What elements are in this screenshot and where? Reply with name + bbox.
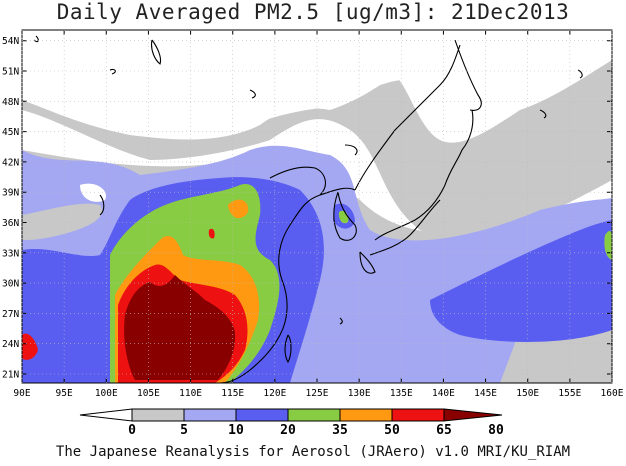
lon-tick-label: 105E: [137, 388, 160, 399]
lon-tick-label: 100E: [95, 388, 118, 399]
lon-tick-label: 110E: [179, 388, 202, 399]
colorbar-segment: [235, 408, 289, 422]
colorbar-segment: [391, 408, 445, 422]
latitude-axis: 21N 24N 27N 30N 33N 36N 39N 42N 45N 48N 51N 54N: [2, 36, 612, 381]
colorbar-segment: [131, 408, 185, 422]
contour-80: [124, 275, 236, 380]
colorbar-over-arrow: [443, 408, 503, 422]
colorbar-tick-label: 5: [180, 423, 188, 438]
lat-tick-label: 30N: [2, 279, 19, 290]
lat-tick-label: 24N: [2, 339, 19, 350]
lat-tick-label: 54N: [2, 36, 19, 47]
colorbar-segment: [287, 408, 341, 422]
lat-tick-label: 45N: [2, 127, 19, 138]
colorbar-tick-label: 50: [384, 423, 400, 438]
lon-tick-label: 115E: [221, 388, 244, 399]
colorbar-tick-label: 35: [332, 423, 348, 438]
lat-tick-label: 48N: [2, 97, 19, 108]
footer-credit: The Japanese Reanalysis for Aerosol (JRA…: [55, 444, 571, 460]
lat-tick-label: 42N: [2, 157, 19, 168]
contour-5: [22, 60, 612, 237]
lat-tick-label: 51N: [2, 67, 19, 78]
lat-tick-label: 33N: [2, 248, 19, 259]
lat-tick-label: 27N: [2, 309, 19, 320]
lon-tick-label: 130E: [348, 388, 371, 399]
lon-tick-label: 95E: [56, 388, 73, 399]
lon-tick-label: 125E: [306, 388, 329, 399]
colorbar-segment: [339, 408, 393, 422]
lon-tick-label: 135E: [390, 388, 413, 399]
lat-tick-label: 39N: [2, 188, 19, 199]
lon-tick-label: 150E: [516, 388, 539, 399]
lon-tick-label: 160E: [601, 388, 624, 399]
lon-tick-label: 140E: [432, 388, 455, 399]
lon-tick-label: 120E: [263, 388, 286, 399]
lat-tick-label: 21N: [2, 370, 19, 381]
colorbar: 0 5 10 20 35 50 65 80: [79, 408, 504, 438]
coastline: [33, 35, 583, 383]
map-title: Daily Averaged PM2.5 [ug/m3]: 21Dec2013: [56, 0, 570, 24]
lat-tick-label: 36N: [2, 218, 19, 229]
longitude-axis: 90E 95E 100E 105E 110E 115E 120E 125E 130E 135E 14…: [13, 30, 624, 399]
colorbar-segment: [183, 408, 237, 422]
colorbar-under-arrow: [79, 408, 133, 422]
colorbar-tick-label: 65: [436, 423, 452, 438]
colorbar-tick-label: 20: [280, 423, 296, 438]
colorbar-tick-label: 80: [488, 423, 504, 438]
colorbar-tick-label: 10: [228, 423, 244, 438]
pm25-map: 90E 95E 100E 105E 110E 115E 120E 125E 130E 135E 14…: [2, 29, 624, 438]
colorbar-tick-label: 0: [128, 423, 136, 438]
lon-tick-label: 155E: [558, 388, 581, 399]
lon-tick-label: 90E: [13, 388, 30, 399]
lon-tick-label: 145E: [474, 388, 497, 399]
